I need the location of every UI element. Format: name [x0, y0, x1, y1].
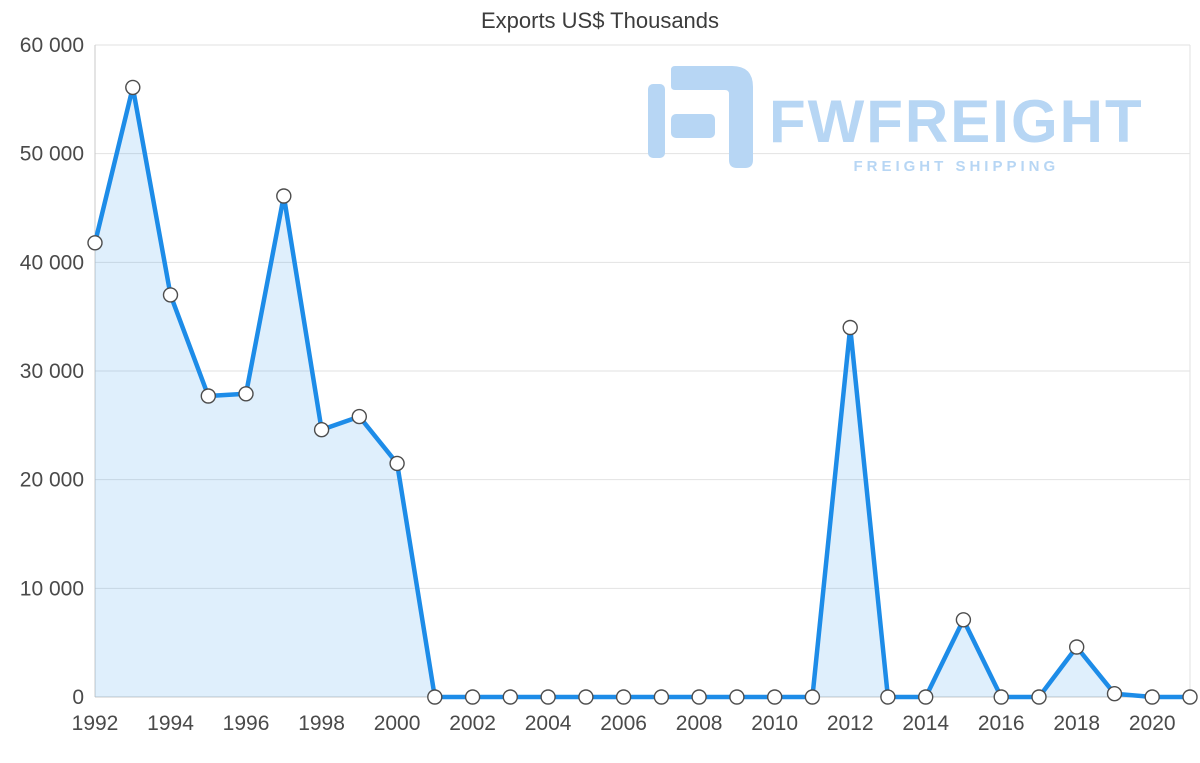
data-point-marker — [162, 287, 179, 303]
data-point-marker — [351, 408, 367, 425]
y-tick-label: 40 000 — [20, 251, 84, 274]
x-tick-label: 2016 — [978, 712, 1025, 735]
data-point-marker — [200, 388, 217, 404]
x-tick-label: 2004 — [525, 712, 572, 735]
x-tick-label: 1996 — [223, 712, 270, 735]
data-point-marker — [804, 689, 821, 705]
x-tick-label: 1998 — [298, 712, 345, 735]
data-point-marker — [615, 689, 632, 705]
data-point-marker — [389, 455, 405, 472]
y-tick-label: 10 000 — [20, 577, 84, 600]
data-point-marker — [1068, 639, 1085, 655]
data-point-marker — [1182, 689, 1198, 705]
x-tick-label: 2014 — [902, 712, 949, 735]
data-point-marker — [578, 689, 594, 705]
y-tick-label: 60 000 — [20, 34, 84, 57]
data-point-marker — [238, 386, 254, 402]
data-point-marker — [729, 689, 745, 705]
data-point-marker — [842, 319, 858, 336]
x-tick-label: 2020 — [1129, 712, 1176, 735]
data-point-marker — [125, 79, 141, 96]
x-tick-label: 2006 — [600, 712, 647, 735]
data-point-marker — [502, 689, 518, 705]
chart-title: Exports US$ Thousands — [480, 8, 720, 33]
x-tick-label: 2008 — [676, 712, 723, 735]
data-point-marker — [691, 689, 707, 705]
x-tick-label: 2000 — [374, 712, 421, 735]
x-tick-label: 2010 — [751, 712, 798, 735]
y-tick-label: 30 000 — [20, 360, 84, 383]
data-point-marker — [955, 612, 972, 628]
y-tick-label: 0 — [72, 686, 84, 709]
data-point-marker — [880, 689, 896, 705]
data-point-marker — [427, 689, 443, 705]
x-tick-label: 2002 — [449, 712, 496, 735]
x-tick-label: 2018 — [1053, 712, 1100, 735]
y-tick-label: 20 000 — [20, 469, 84, 492]
data-point-marker — [767, 689, 783, 705]
x-tick-label: 2012 — [827, 712, 874, 735]
data-point-marker — [918, 689, 934, 705]
data-point-marker — [313, 422, 330, 438]
data-point-marker — [993, 689, 1009, 705]
x-tick-label: 1992 — [72, 712, 119, 735]
data-point-marker — [464, 689, 481, 705]
data-point-marker — [1106, 686, 1123, 702]
y-tick-label: 50 000 — [20, 143, 84, 166]
data-point-marker — [1031, 689, 1047, 705]
data-point-marker — [1144, 689, 1160, 705]
data-point-marker — [540, 689, 556, 705]
data-point-marker — [276, 188, 292, 204]
x-tick-label: 1994 — [147, 712, 194, 735]
data-point-marker — [653, 689, 670, 705]
data-point-marker — [87, 235, 103, 251]
area-fill — [95, 87, 1190, 697]
